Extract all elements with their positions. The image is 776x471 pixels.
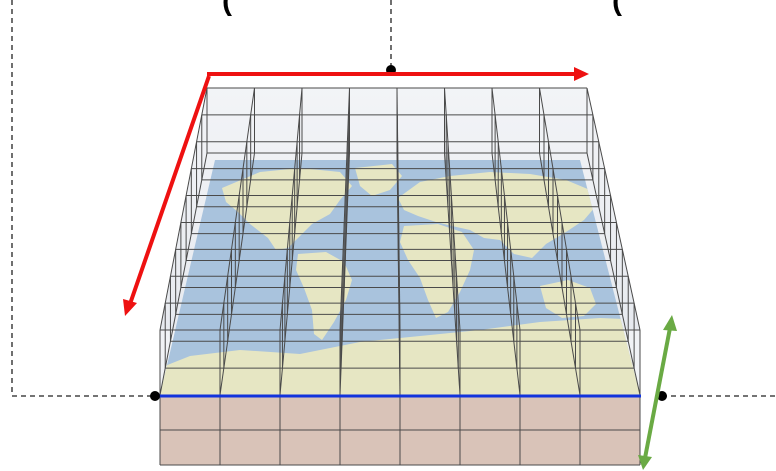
right-connector-dot <box>657 391 667 401</box>
grid-column-line-lower <box>159 152 208 396</box>
africa-landmass <box>400 224 474 318</box>
grid-column-line-lower <box>586 152 641 396</box>
top-left-label: ( <box>222 0 232 17</box>
grid-column-line <box>491 87 521 331</box>
australia-landmass <box>540 280 596 318</box>
top-right-label: ( <box>612 0 622 17</box>
grid-column-line-lower <box>491 152 521 396</box>
grid-column-line-lower <box>279 152 303 396</box>
grid-column-line-lower <box>219 152 255 396</box>
grid-column-line-lower <box>444 152 461 396</box>
grid-column-line <box>539 87 581 331</box>
grid-column-line <box>159 87 208 331</box>
red-horizontal-arrow <box>207 67 589 81</box>
grid-column-line <box>586 87 641 331</box>
connector-lines <box>11 0 776 397</box>
grid-column-line <box>279 87 303 331</box>
grid-column-line <box>444 87 461 331</box>
grid-column-line-lower <box>339 152 350 396</box>
north-america-landmass <box>222 168 352 250</box>
red-diagonal-arrow <box>123 75 211 316</box>
grid-column-line <box>219 87 255 331</box>
grid-column-line-lower <box>539 152 581 396</box>
green-vertical-arrow <box>638 315 677 470</box>
left-connector-line <box>11 0 155 397</box>
grid-column-line <box>339 87 350 331</box>
left-connector-dot <box>150 391 160 401</box>
south-america-landmass <box>296 252 352 340</box>
